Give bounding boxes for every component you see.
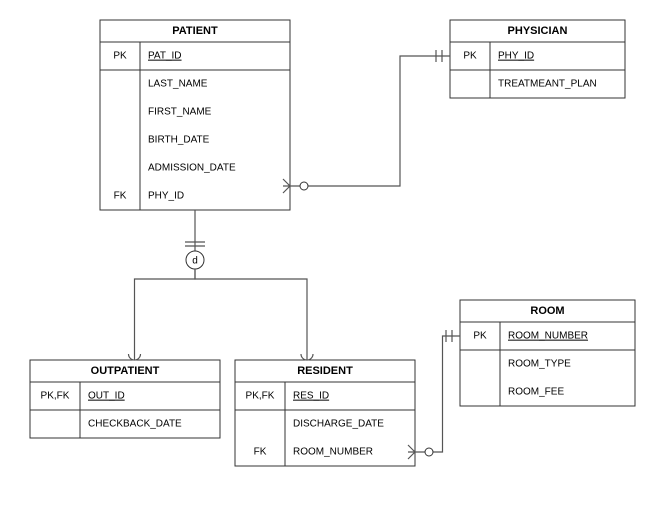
attr-name: ROOM_TYPE (508, 359, 571, 370)
key-label: PK,FK (41, 391, 70, 402)
key-label: PK (113, 51, 127, 62)
attr-name: CHECKBACK_DATE (88, 419, 182, 430)
entity-patient: PATIENT PK PAT_ID LAST_NAME FIRST_NAME BIRTH_… (100, 20, 290, 210)
entity-title-resident: RESIDENT (297, 365, 353, 377)
entity-title-outpatient: OUTPATIENT (91, 365, 160, 377)
entity-room: ROOM PK ROOM_NUMBER ROOM_TYPE ROOM_FEE (460, 300, 635, 406)
entity-physician: PHYSICIAN PK PHY_ID TREATMEANT_PLAN (450, 20, 625, 98)
key-label: FK (254, 447, 267, 458)
attr-name: ROOM_NUMBER (508, 331, 588, 342)
erd-canvas: PATIENT PK PAT_ID LAST_NAME FIRST_NAME BIRTH_… (0, 0, 651, 511)
key-label: PK (473, 331, 487, 342)
attr-name: ROOM_NUMBER (293, 447, 373, 458)
attr-name: ROOM_FEE (508, 387, 564, 398)
attr-name: LAST_NAME (148, 79, 208, 90)
key-label: FK (114, 191, 127, 202)
disjoint-label: d (192, 256, 198, 267)
entity-title-physician: PHYSICIAN (508, 25, 568, 37)
attr-name: TREATMEANT_PLAN (498, 79, 597, 90)
attr-name: DISCHARGE_DATE (293, 419, 384, 430)
attr-name: FIRST_NAME (148, 107, 212, 118)
attr-name: BIRTH_DATE (148, 135, 210, 146)
entity-title-patient: PATIENT (172, 25, 218, 37)
key-label: PK,FK (246, 391, 275, 402)
attr-name: PHY_ID (498, 51, 534, 62)
entity-outpatient: OUTPATIENT PK,FK OUT_ID CHECKBACK_DATE (30, 360, 220, 438)
entity-title-room: ROOM (530, 305, 564, 317)
attr-name: ADMISSION_DATE (148, 163, 236, 174)
attr-name: PHY_ID (148, 191, 184, 202)
attr-name: PAT_ID (148, 51, 182, 62)
attr-name: OUT_ID (88, 391, 125, 402)
rel-resident-room (415, 336, 460, 452)
attr-name: RES_ID (293, 391, 329, 402)
key-label: PK (463, 51, 477, 62)
entity-resident: RESIDENT PK,FK RES_ID DISCHARGE_DATE FK ROOM_… (235, 360, 415, 466)
rel-patient-physician (290, 56, 450, 186)
